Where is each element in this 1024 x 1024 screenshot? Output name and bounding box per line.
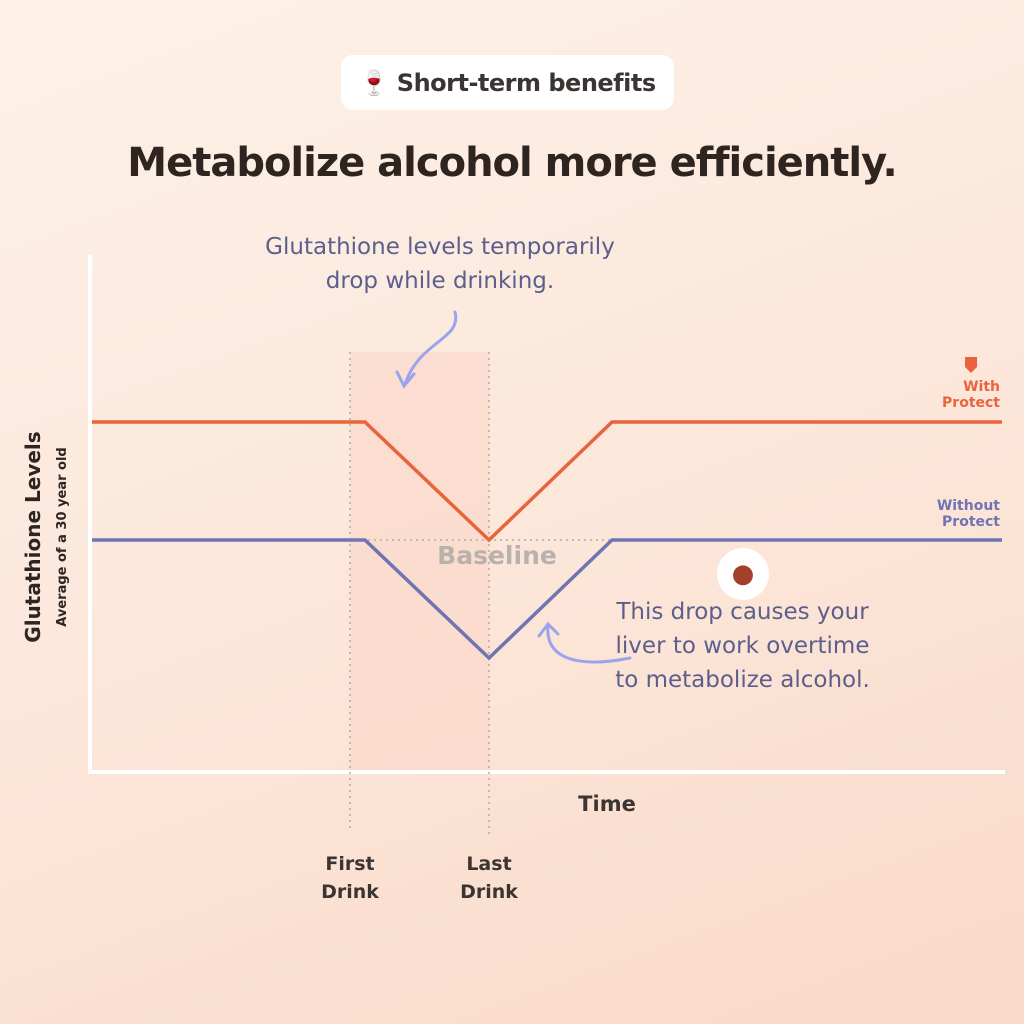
arrow-bottom-icon (546, 624, 632, 664)
page-title: Metabolize alcohol more efficiently. (127, 140, 897, 186)
callout-top: Glutathione levels temporarily drop whil… (265, 234, 615, 294)
series-line-without-protect (92, 538, 1002, 661)
marker-last-drink: Last Drink (460, 853, 518, 903)
legend-without-protect: Without Protect (936, 498, 1000, 530)
badge: 🍷 Short-term benefits (341, 55, 674, 110)
wine-glass-icon: 🍷 (359, 68, 389, 97)
callout-bottom: This drop causes your liver to work over… (615, 599, 870, 693)
liver-icon: ● (717, 548, 769, 600)
y-axis-sublabel: Average of a 30 year old (55, 447, 70, 626)
protect-shield-icon (965, 357, 977, 373)
drinking-region (350, 352, 489, 772)
baseline-label: Baseline (437, 541, 557, 570)
arrow-top-icon (403, 310, 458, 386)
y-axis-label: Glutathione Levels (21, 431, 45, 642)
badge-label: Short-term benefits (396, 68, 656, 97)
x-axis-label: Time (578, 792, 636, 816)
legend-with-protect: With Protect (942, 379, 1000, 411)
arrow-top-head (395, 370, 416, 389)
arrow-bottom-head (537, 621, 560, 638)
marker-first-drink: First Drink (321, 853, 379, 903)
series-line-with-protect (92, 420, 1002, 543)
